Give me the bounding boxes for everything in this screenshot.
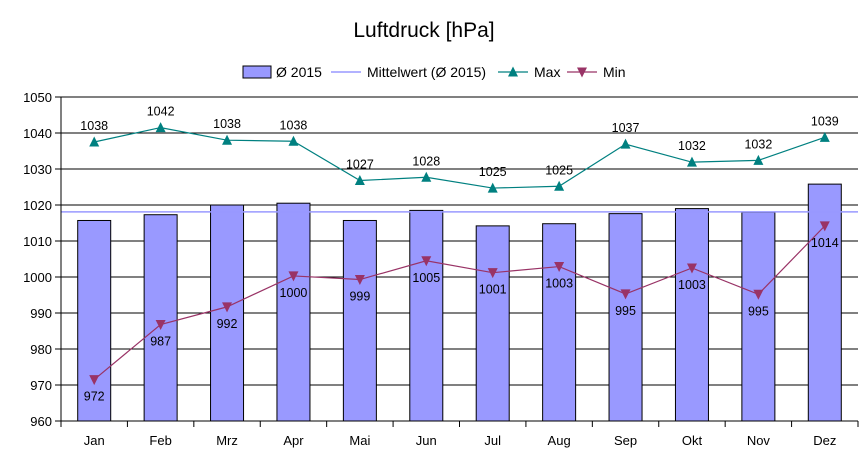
legend-swatch-o2015	[242, 65, 272, 79]
max-data-label: 1038	[280, 118, 308, 132]
bars	[77, 183, 842, 422]
bar-jan	[77, 219, 112, 422]
legend-swatch-max-marker	[508, 66, 518, 77]
bar-feb	[143, 214, 178, 422]
y-tick-label: 1010	[23, 234, 52, 249]
legend-label-o2015: Ø 2015	[276, 64, 322, 80]
min-marker	[89, 375, 100, 386]
x-tick-label-mrz: Mrz	[216, 433, 238, 448]
min-marker	[554, 262, 565, 273]
y-tick-label: 1000	[23, 270, 52, 285]
min-marker	[686, 263, 697, 274]
x-tick-label-mai: Mai	[349, 433, 370, 448]
y-tick-label: 970	[30, 378, 52, 393]
gridlines	[61, 96, 858, 422]
min-marker	[487, 268, 498, 279]
min-data-label: 1003	[545, 277, 573, 291]
max-marker	[89, 136, 100, 147]
x-tick-label-jul: Jul	[484, 433, 501, 448]
min-marker	[222, 302, 233, 313]
min-marker	[620, 289, 631, 300]
max-marker	[819, 131, 830, 142]
max-marker	[753, 154, 764, 165]
max-data-label: 1028	[412, 154, 440, 168]
max-data-label: 1042	[147, 105, 175, 119]
x-tick-label-apr: Apr	[283, 433, 304, 448]
chart-title: Luftdruck [hPa]	[353, 19, 494, 42]
min-data-label: 992	[217, 317, 238, 331]
y-tick-label: 1050	[23, 90, 52, 105]
x-tick-label-sep: Sep	[614, 433, 637, 448]
y-tick-label: 960	[30, 414, 52, 429]
max-marker	[686, 156, 697, 167]
min-data-label: 995	[615, 304, 636, 318]
legend-label-max: Max	[534, 64, 560, 80]
x-tick-label-jan: Jan	[84, 433, 105, 448]
max-data-label: 1025	[545, 163, 573, 177]
max-data-label: 1027	[346, 158, 374, 172]
max-data-label: 1025	[479, 165, 507, 179]
max-line	[94, 126, 825, 189]
x-tick-label-aug: Aug	[548, 433, 571, 448]
x-tick-label-dez: Dez	[813, 433, 836, 448]
bar-jul	[475, 225, 510, 422]
y-tick-label: 990	[30, 306, 52, 321]
legend-label-mittelwert: Mittelwert (Ø 2015)	[367, 64, 486, 80]
max-marker	[354, 175, 365, 186]
min-marker	[819, 221, 830, 232]
bar-mrz	[210, 204, 245, 422]
min-data-label: 987	[150, 335, 171, 349]
max-data-label: 1037	[612, 121, 640, 135]
x-tick-label-nov: Nov	[747, 433, 771, 448]
bar-mai	[342, 219, 377, 422]
min-data-label: 995	[748, 304, 769, 318]
min-data-label: 972	[84, 390, 105, 404]
legend-swatch-min-marker	[577, 67, 587, 78]
max-data-label: 1038	[213, 117, 241, 131]
max-marker	[222, 134, 233, 145]
min-data-label: 1003	[678, 278, 706, 292]
min-marker	[155, 320, 166, 331]
bar-jun	[409, 209, 444, 422]
max-data-label: 1038	[80, 119, 108, 133]
x-tick-label-jun: Jun	[416, 433, 437, 448]
y-tick-label: 1020	[23, 198, 52, 213]
bar-apr	[276, 202, 311, 422]
max-data-label: 1032	[744, 137, 772, 151]
bar-nov	[741, 211, 776, 422]
max-data-label: 1039	[811, 114, 839, 128]
axes: 960 970 980 990 1000 1010 1020 1030 1040 1050 Jan F…	[23, 90, 859, 448]
max-marker	[421, 171, 432, 182]
min-data-label: 999	[349, 290, 370, 304]
bar-dez	[807, 183, 842, 422]
series-lines	[89, 122, 830, 386]
data-labels: 1038 1042 1038 1038 1027 1028 1025 1025 1037 1032…	[80, 105, 838, 404]
min-line	[93, 225, 826, 381]
x-tick-label-okt: Okt	[682, 433, 703, 448]
max-marker	[487, 182, 498, 193]
y-tick-label: 1040	[23, 126, 52, 141]
min-marker	[288, 271, 299, 282]
bar-okt	[674, 208, 709, 422]
min-data-label: 1014	[811, 236, 839, 250]
bar-aug	[542, 223, 577, 422]
max-marker	[554, 180, 565, 191]
min-marker	[421, 256, 432, 267]
max-data-label: 1032	[678, 139, 706, 153]
min-data-label: 1005	[412, 271, 440, 285]
legend-label-min: Min	[603, 64, 626, 80]
min-data-label: 1000	[280, 286, 308, 300]
y-tick-label: 980	[30, 342, 52, 357]
legend: Ø 2015 Mittelwert (Ø 2015) Max Min	[242, 64, 626, 80]
x-tick-label-feb: Feb	[149, 433, 171, 448]
bar-sep	[608, 213, 643, 422]
min-data-label: 1001	[479, 283, 507, 297]
y-tick-label: 1030	[23, 162, 52, 177]
min-marker	[354, 275, 365, 286]
max-marker	[620, 138, 631, 149]
min-marker	[753, 289, 764, 300]
max-marker	[288, 135, 299, 146]
max-marker	[155, 122, 166, 133]
